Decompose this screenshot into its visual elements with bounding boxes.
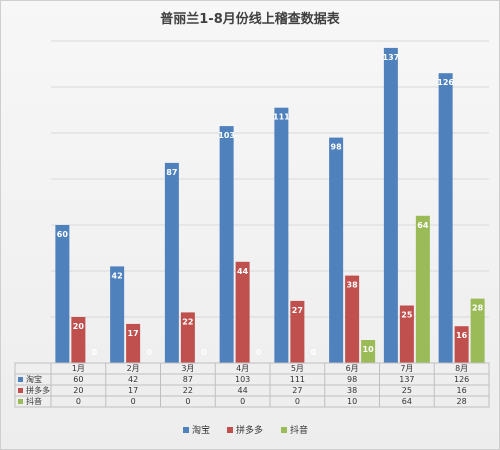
table-cell: 22 [183,386,193,395]
bar-淘宝-8月 [438,73,453,363]
bar-label: 60 [57,230,69,239]
bar-淘宝-2月 [110,266,125,363]
bar-淘宝-1月 [55,225,70,363]
bar-淘宝-5月 [274,107,289,363]
table-cell: 27 [292,386,302,395]
table-cell: 126 [454,375,469,384]
table-cell: 17 [128,386,138,395]
bar-淘宝-3月 [164,162,179,363]
table-series-swatch [18,377,23,382]
bar-label: 20 [73,322,85,331]
bars: 60 20 0 42 17 0 87 22 0 103 44 0 111 27 0 98 38 10 137 25 64… [55,47,485,364]
table-category: 8月 [455,364,468,373]
legend: 淘宝 拼多多 抖音 [183,424,308,436]
bar-label: 28 [472,304,484,313]
table-cell: 0 [76,397,81,406]
bar-拼多多-3月 [180,312,195,363]
bar-label: 103 [218,131,235,140]
bar-拼多多-5月 [290,300,305,363]
table-category: 7月 [400,364,413,373]
bar-label: 17 [128,329,139,338]
legend-label: 拼多多 [236,424,263,436]
bar-拼多多-7月 [399,305,414,363]
table-cell: 98 [347,375,357,384]
table-cell: 10 [347,397,357,406]
table-series-name: 淘宝 [26,374,42,384]
bar-label: 111 [273,113,290,122]
bar-label: 137 [383,53,400,62]
table-cell: 87 [183,375,193,384]
table-cell: 28 [457,397,467,406]
bar-抖音-7月 [415,215,430,363]
bar-拼多多-2月 [126,323,141,363]
bar-label: 25 [401,311,413,320]
bar-label: 38 [347,281,359,290]
table-cell: 25 [402,386,412,395]
legend-swatch [281,427,287,433]
table-series-swatch [18,399,23,404]
bar-label: 64 [417,221,429,230]
table-cell: 60 [73,375,83,384]
bar-label: 0 [201,348,207,357]
table-cell: 20 [73,386,83,395]
table-cell: 103 [235,375,250,384]
table-cell: 64 [402,397,412,406]
table-category: 3月 [181,364,194,373]
legend-label: 淘宝 [192,424,210,436]
table-cell: 111 [290,375,305,384]
table-cell: 16 [457,386,467,395]
bar-拼多多-4月 [235,261,250,363]
table-category: 6月 [346,364,359,373]
table-cell: 0 [240,397,245,406]
bar-label: 16 [456,331,468,340]
table-cell: 42 [128,375,138,384]
bar-label: 10 [363,345,375,354]
table-cell: 44 [238,386,248,395]
bar-抖音-6月 [361,340,376,363]
bar-淘宝-7月 [383,47,398,364]
bar-label: 0 [311,348,317,357]
legend-label: 抖音 [290,424,308,436]
bar-抖音-8月 [470,298,485,363]
bar-label: 126 [437,78,454,87]
chart-title: 普丽兰1-8月份线上稽查数据表 [160,11,340,27]
bar-淘宝-4月 [219,126,234,363]
bar-label: 0 [146,348,152,357]
table-category: 5月 [291,364,304,373]
bar-淘宝-6月 [329,137,344,363]
table-series-name: 拼多多 [26,385,50,395]
table-cell: 137 [399,375,414,384]
table-cell: 0 [295,397,300,406]
table-cell: 38 [347,386,357,395]
table-cell: 0 [131,397,136,406]
bar-label: 98 [331,143,343,152]
table-series-name: 抖音 [26,396,42,406]
bar-拼多多-8月 [454,326,469,363]
bar-label: 0 [92,348,98,357]
bar-label: 44 [237,267,249,276]
table-series-swatch [18,388,23,393]
bar-label: 87 [166,168,177,177]
bar-拼多多-6月 [345,275,360,363]
bar-label: 42 [112,271,123,280]
table-category: 1月 [72,364,85,373]
bar-label: 22 [182,317,193,326]
bar-label: 0 [256,348,262,357]
table-category: 2月 [127,364,140,373]
bar-拼多多-1月 [71,317,86,363]
table-cell: 0 [185,397,190,406]
bar-label: 27 [292,306,303,315]
legend-swatch [183,427,189,433]
table-category: 4月 [236,364,249,373]
legend-swatch [227,427,233,433]
